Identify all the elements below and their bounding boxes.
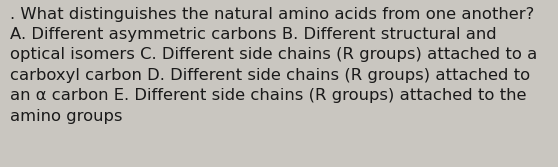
Text: . What distinguishes the natural amino acids from one another?
A. Different asym: . What distinguishes the natural amino a…: [10, 7, 537, 124]
